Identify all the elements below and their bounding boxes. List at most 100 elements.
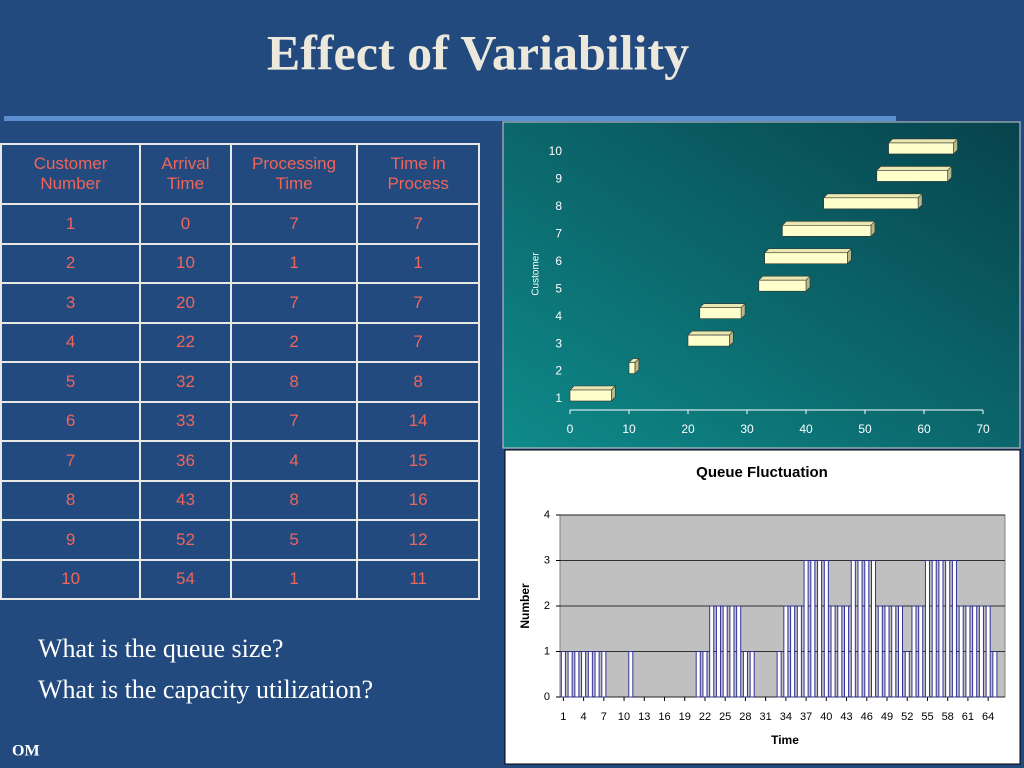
bar (699, 307, 742, 319)
bar (702, 651, 708, 698)
header-cell: Time in Process (356, 143, 480, 205)
table-cell: 5 (229, 519, 359, 561)
bar (888, 142, 954, 155)
bar (938, 560, 944, 698)
table-cell: 5 (0, 361, 142, 403)
table-row: 6 33 7 14 (0, 400, 480, 442)
x-tick-label: 55 (921, 711, 933, 723)
y-tick-label: 10 (549, 144, 563, 158)
table-cell: 32 (139, 361, 232, 403)
bar (837, 605, 843, 698)
x-tick-label: 43 (840, 711, 852, 723)
table-cell: 15 (356, 440, 480, 482)
bar-top (781, 221, 876, 226)
y-tick-label: 3 (544, 554, 550, 566)
bar (978, 605, 984, 698)
table-cell: 11 (356, 558, 480, 600)
bar (871, 560, 877, 698)
question: What is the queue size? (38, 634, 283, 663)
y-tick-label: 1 (544, 645, 550, 657)
bar-top (876, 166, 953, 171)
bar (992, 651, 998, 698)
x-tick-label: 34 (780, 711, 792, 723)
bar-top (687, 330, 735, 336)
y-axis-label: Number (518, 583, 532, 629)
table-cell: 4 (229, 440, 359, 482)
x-tick-label: 10 (622, 422, 636, 436)
table-cell: 3 (0, 282, 142, 324)
x-tick-label: 60 (917, 422, 931, 436)
bar-top (569, 385, 617, 391)
bar (736, 605, 742, 698)
x-tick-label: 25 (719, 711, 731, 723)
table-cell: 43 (139, 479, 232, 521)
x-tick-label: 28 (739, 711, 751, 723)
table-cell: 12 (356, 519, 480, 561)
bar-top (887, 138, 959, 144)
table-cell: 10 (139, 242, 232, 284)
bar (594, 651, 600, 698)
bar (965, 605, 971, 698)
table-cell: 7 (229, 203, 359, 245)
x-tick-label: 49 (881, 711, 893, 723)
slide-title: Effect of Variability (267, 24, 689, 80)
table-row: 10 54 1 11 (0, 558, 480, 600)
x-tick-label: 37 (800, 711, 812, 723)
bar (758, 279, 807, 292)
table-cell: 0 (139, 203, 232, 245)
x-tick-label: 50 (858, 422, 872, 436)
bar (687, 334, 730, 347)
header-cell: Customer Number (0, 143, 142, 205)
bar (601, 651, 607, 698)
y-tick-label: 8 (555, 199, 562, 213)
bar (918, 605, 924, 698)
y-tick-label: 9 (555, 172, 562, 186)
table-row: 5 32 8 8 (0, 361, 480, 403)
y-axis-label: Customer (531, 252, 542, 296)
title-rule (4, 116, 896, 121)
bar (817, 560, 823, 698)
bar (844, 605, 850, 698)
bar (790, 605, 796, 698)
x-tick-label: 4 (581, 711, 587, 723)
table-row: 8 43 8 16 (0, 479, 480, 521)
table-cell: 7 (229, 282, 359, 324)
table-cell: 36 (139, 440, 232, 482)
x-tick-label: 61 (962, 711, 974, 723)
x-tick-label: 13 (638, 711, 650, 723)
table-cell: 4 (0, 321, 142, 363)
table-cell: 7 (0, 440, 142, 482)
table-cell: 8 (0, 479, 142, 521)
footer: OM (12, 743, 40, 760)
bar (569, 389, 612, 402)
table-row: 9 52 5 12 (0, 519, 480, 561)
table-cell: 54 (139, 558, 232, 600)
table-row: 3 20 7 7 (0, 282, 480, 324)
table-cell: 6 (0, 400, 142, 442)
bar (951, 560, 957, 698)
y-tick-label: 2 (555, 364, 562, 378)
bar (709, 605, 715, 698)
x-tick-label: 40 (799, 422, 813, 436)
x-tick-label: 52 (901, 711, 913, 723)
bar (850, 560, 856, 698)
table-cell: 10 (0, 558, 142, 600)
table-cell: 52 (139, 519, 232, 561)
x-tick-label: 30 (740, 422, 754, 436)
table-cell: 1 (229, 558, 359, 600)
y-tick-label: 2 (544, 600, 550, 612)
data-table: Customer Number Arrival Time Processing Ti… (0, 143, 480, 600)
bar (945, 560, 951, 698)
x-tick-label: 19 (679, 711, 691, 723)
table-cell: 20 (139, 282, 232, 324)
bar (830, 605, 836, 698)
bar (782, 225, 872, 237)
bar-top (822, 193, 923, 199)
table-cell: 8 (229, 361, 359, 403)
header-row: Customer Number Arrival Time Processing Ti… (0, 143, 480, 205)
y-tick-label: 7 (555, 226, 562, 240)
x-tick-label: 22 (699, 711, 711, 723)
